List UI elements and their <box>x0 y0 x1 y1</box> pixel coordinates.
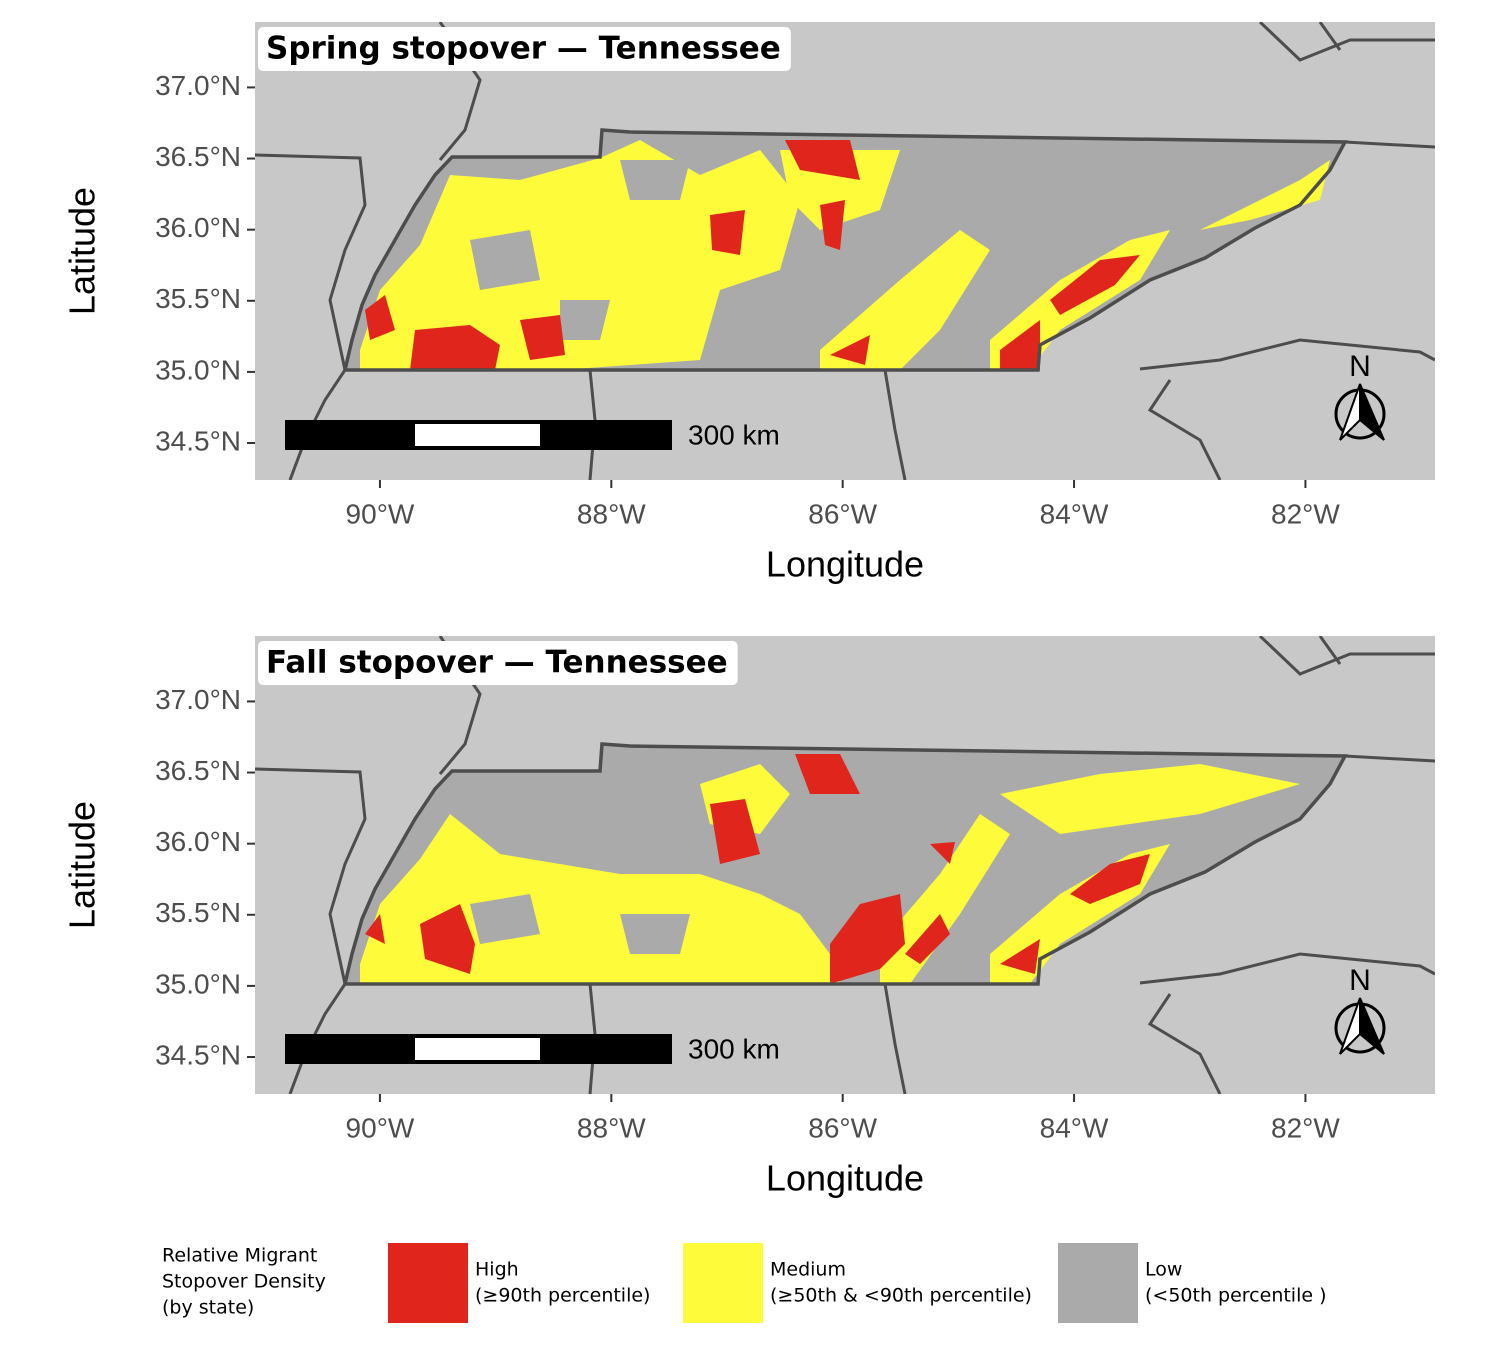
legend-swatch <box>1058 1243 1138 1323</box>
map-axes: 90°W 88°W 86°W 84°W 82°W 34.5°N 35.0°N 35.5°N 36… <box>62 641 1386 1199</box>
legend-title: Stopover Density <box>162 1271 326 1293</box>
x-tick-label: 88°W <box>577 1112 646 1143</box>
x-tick-label: 82°W <box>1271 498 1340 529</box>
scale-label: 300 km <box>688 419 780 450</box>
scale-bar-segment <box>415 424 540 446</box>
scale-label: 300 km <box>688 1033 780 1064</box>
map-axes: 90°W 88°W 86°W 84°W 82°W 34.5°N 35.0°N 35.5°N 36… <box>62 27 1386 585</box>
legend-label: (≥50th & <90th percentile) <box>770 1285 1032 1307</box>
y-tick-label: 35.0°N <box>155 354 241 385</box>
legend-label: Low <box>1145 1259 1182 1281</box>
north-arrow <box>1359 997 1385 1055</box>
y-tick-label: 34.5°N <box>155 1039 241 1070</box>
y-tick-label: 36.5°N <box>155 755 241 786</box>
x-axis-title: Longitude <box>766 544 924 585</box>
north-label: N <box>1349 350 1371 383</box>
x-axis-title: Longitude <box>766 1158 924 1199</box>
north-label: N <box>1349 964 1371 997</box>
title-box <box>258 27 791 71</box>
y-axis-title: Latitude <box>62 187 103 315</box>
legend-title: Relative Migrant <box>162 1245 317 1267</box>
map-title: Spring stopover — Tennessee <box>266 31 781 67</box>
x-tick-label: 84°W <box>1040 1112 1109 1143</box>
legend-swatch <box>683 1243 763 1323</box>
map-title: Fall stopover — Tennessee <box>266 645 728 681</box>
legend-label: (≥90th percentile) <box>475 1285 650 1307</box>
legend-swatch <box>388 1243 468 1323</box>
x-tick-label: 90°W <box>346 498 415 529</box>
y-tick-label: 37.0°N <box>155 684 241 715</box>
y-tick-label: 35.0°N <box>155 968 241 999</box>
y-tick-label: 36.0°N <box>155 826 241 857</box>
north-arrow <box>1359 383 1385 441</box>
map-panel <box>255 636 1435 1094</box>
x-tick-label: 90°W <box>346 1112 415 1143</box>
legend-title: (by state) <box>162 1297 254 1319</box>
x-tick-label: 82°W <box>1271 1112 1340 1143</box>
legend-label: Medium <box>770 1259 846 1281</box>
scale-bar-segment <box>415 1038 540 1060</box>
y-tick-label: 36.0°N <box>155 212 241 243</box>
x-tick-label: 88°W <box>577 498 646 529</box>
title-box <box>258 641 738 685</box>
y-tick-label: 36.5°N <box>155 141 241 172</box>
x-tick-label: 86°W <box>808 498 877 529</box>
y-axis-title: Latitude <box>62 801 103 929</box>
y-tick-label: 35.5°N <box>155 897 241 928</box>
x-tick-label: 84°W <box>1040 498 1109 529</box>
y-tick-label: 37.0°N <box>155 70 241 101</box>
legend-label: High <box>475 1259 519 1281</box>
y-tick-label: 35.5°N <box>155 283 241 314</box>
y-tick-label: 34.5°N <box>155 425 241 456</box>
x-tick-label: 86°W <box>808 1112 877 1143</box>
legend-label: (<50th percentile ) <box>1145 1285 1327 1307</box>
map-panel <box>255 22 1435 480</box>
legend: Relative Migrant Stopover Density (by st… <box>162 1243 1327 1323</box>
